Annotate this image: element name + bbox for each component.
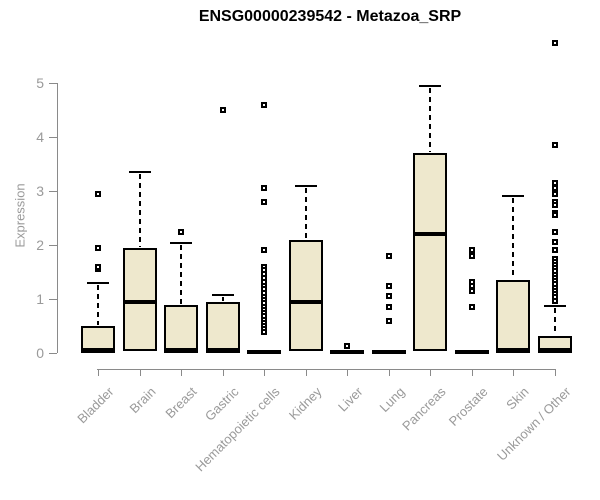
box-median <box>288 299 323 304</box>
outlier-point <box>261 198 267 205</box>
y-tick <box>49 83 57 84</box>
y-tick <box>49 245 57 246</box>
box-median <box>122 299 157 304</box>
box-whisker-cap <box>128 171 151 174</box>
box-whisker <box>180 245 182 305</box>
box-median <box>371 349 406 354</box>
box-median <box>330 349 364 354</box>
outlier-point <box>385 304 392 311</box>
box-median <box>247 349 281 354</box>
box-median <box>496 348 530 353</box>
box-body <box>496 280 530 353</box>
box-median <box>205 348 240 353</box>
y-tick <box>49 353 57 354</box>
x-tick <box>222 369 224 376</box>
box-whisker <box>512 198 514 280</box>
box-whisker-cap <box>502 195 524 198</box>
box-median <box>537 348 572 353</box>
y-tick-label: 0 <box>36 345 44 361</box>
outlier-point <box>385 293 392 300</box>
box-whisker-cap <box>211 294 234 297</box>
outlier-point <box>551 297 558 304</box>
outlier-point <box>551 228 558 235</box>
box-whisker <box>429 87 431 153</box>
outlier-point <box>95 244 101 251</box>
box-body <box>413 153 447 352</box>
outlier-point <box>551 185 558 192</box>
outlier-point <box>385 282 392 289</box>
outlier-point <box>551 142 558 149</box>
box-body <box>205 301 240 353</box>
y-tick <box>49 299 57 300</box>
outlier-point <box>344 342 350 349</box>
y-tick-label: 2 <box>36 237 44 253</box>
y-tick-label: 4 <box>36 129 44 145</box>
outlier-point <box>261 247 267 254</box>
box-median <box>454 349 489 354</box>
outlier-point <box>551 239 558 246</box>
outlier-point <box>551 190 558 197</box>
y-tick <box>49 191 57 192</box>
box-whisker-cap <box>419 84 441 87</box>
box-body <box>288 239 323 352</box>
box-whisker <box>97 284 99 325</box>
outlier-point <box>261 185 267 192</box>
x-tick <box>264 369 265 376</box>
outlier-point <box>468 278 475 285</box>
box-whisker-cap <box>543 305 566 308</box>
outlier-point <box>468 304 475 311</box>
outlier-point <box>178 228 184 235</box>
x-tick <box>98 369 99 376</box>
outlier-point <box>468 287 475 294</box>
outlier-point <box>385 252 392 259</box>
x-tick <box>513 369 514 376</box>
x-tick <box>554 369 556 376</box>
x-tick <box>181 369 182 376</box>
outlier-point <box>551 247 558 254</box>
box-body <box>164 305 198 353</box>
outlier-point <box>261 329 267 336</box>
box-median <box>413 232 447 237</box>
outlier-point <box>551 212 558 219</box>
box-body <box>122 247 157 352</box>
box-whisker-cap <box>170 242 192 245</box>
box-whisker-cap <box>87 281 109 284</box>
chart-title: ENSG00000239542 - Metazoa_SRP <box>198 8 462 25</box>
y-tick-label: 5 <box>36 75 44 91</box>
outlier-point <box>95 263 101 270</box>
outlier-point <box>551 179 558 186</box>
y-tick <box>49 137 57 138</box>
y-axis-line <box>57 83 58 353</box>
x-tick <box>347 369 348 376</box>
outlier-point <box>551 39 558 46</box>
box-whisker <box>553 308 556 335</box>
outlier-point <box>551 201 558 208</box>
box-whisker <box>304 187 307 239</box>
x-tick <box>388 369 390 376</box>
outlier-point <box>219 107 226 113</box>
box-median <box>164 348 198 353</box>
x-tick <box>471 369 473 376</box>
y-tick-label: 3 <box>36 183 44 199</box>
outlier-point <box>95 190 101 197</box>
x-tick <box>430 369 431 376</box>
outlier-point <box>261 101 267 108</box>
outlier-point <box>468 252 475 259</box>
y-tick-label: 1 <box>36 291 44 307</box>
box-whisker-cap <box>294 184 317 187</box>
x-tick <box>139 369 141 376</box>
x-axis-line <box>97 369 556 370</box>
box-median <box>81 348 115 353</box>
outlier-point <box>468 247 475 254</box>
box-whisker <box>138 174 141 247</box>
x-tick <box>305 369 307 376</box>
outlier-point <box>385 317 392 324</box>
box-whisker <box>221 297 224 301</box>
